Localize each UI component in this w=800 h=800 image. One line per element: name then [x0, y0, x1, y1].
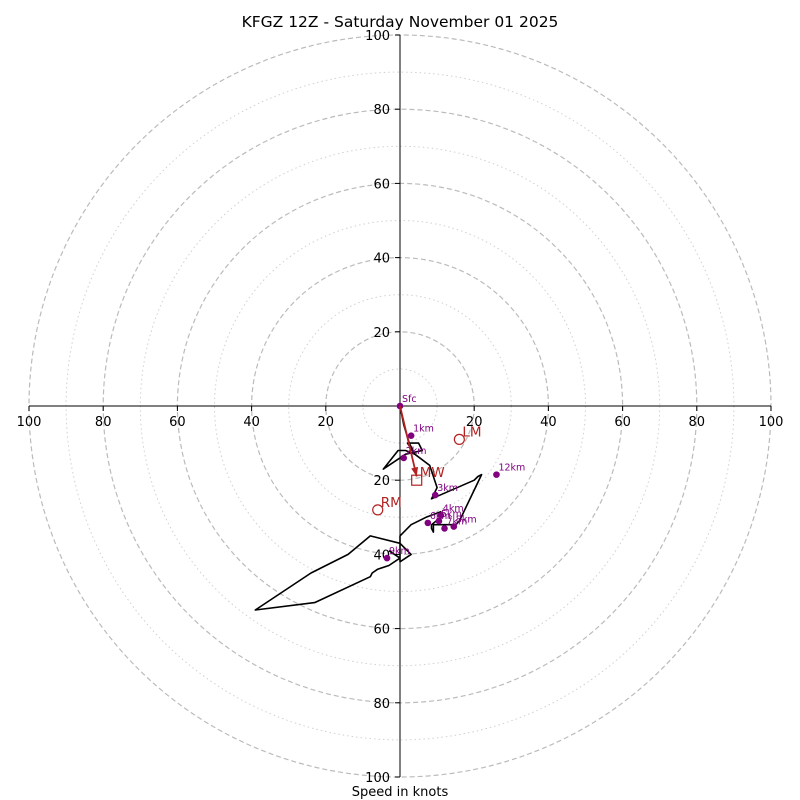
y-tick-label: 40 — [373, 252, 390, 267]
y-tick-label: 60 — [373, 177, 390, 192]
x-tick-label: 20 — [466, 415, 483, 430]
height-marker-3km — [431, 491, 439, 499]
storm-marker-mw — [411, 474, 423, 486]
storm-label-rm: RM — [381, 495, 402, 511]
x-tick-label: 60 — [169, 415, 186, 430]
height-label-5km: 5km — [441, 509, 462, 520]
height-marker-1km — [407, 432, 415, 439]
y-tick-label: 60 — [373, 623, 390, 638]
height-marker-8km — [450, 523, 458, 530]
hodograph-trace — [254, 405, 483, 611]
axes: 100 80 60 40 20 20 40 60 80 100100806040202040608… — [17, 29, 784, 786]
height-marker-4km — [437, 512, 445, 519]
height-label-3km: 3km — [437, 483, 458, 494]
height-label-12km: 12km — [498, 463, 525, 474]
storm-label-lm: LM — [462, 424, 481, 440]
storm-marker-lm — [453, 433, 465, 445]
x-tick-label: 60 — [614, 415, 631, 430]
x-tick-label: 20 — [318, 415, 335, 430]
height-label-2km: 2km — [406, 446, 427, 457]
height-label-1km: 1km — [413, 424, 434, 435]
height-marker-5km — [435, 517, 443, 525]
y-tick-label: 100 — [365, 771, 390, 786]
height-label-6km: 6km — [430, 511, 451, 522]
height-marker-2km — [400, 454, 408, 462]
height-label-sfc: Sfc — [402, 394, 417, 405]
height-label-9km: 9km — [389, 546, 410, 557]
height-label-8km: 8km — [456, 515, 477, 526]
chart-title: KFGZ 12Z - Saturday November 01 2025 — [242, 13, 559, 31]
x-tick-label: 40 — [243, 415, 260, 430]
y-tick-label: 20 — [373, 474, 390, 489]
y-tick-label: 80 — [373, 697, 390, 712]
y-tick-label: 80 — [373, 103, 390, 118]
mean-wind-arrow-head — [411, 466, 419, 477]
x-axis-label: Speed in knots — [352, 785, 449, 800]
storm-motion-markers: LM MW RM — [372, 405, 482, 516]
x-tick-label: 80 — [689, 415, 706, 430]
height-label-4km: 4km — [443, 503, 464, 514]
x-tick-label: 100 — [17, 415, 42, 430]
x-tick-label: 80 — [95, 415, 112, 430]
height-marker-7km — [441, 525, 448, 532]
x-tick-label: 40 — [540, 415, 557, 430]
height-marker-6km — [424, 519, 432, 527]
mean-wind-arrow-shaft — [399, 405, 418, 477]
storm-marker-rm — [372, 504, 384, 516]
y-tick-label: 100 — [365, 29, 390, 44]
storm-label-mw: MW — [420, 465, 445, 481]
x-tick-label: 100 — [759, 415, 784, 430]
height-marker-12km — [493, 471, 500, 478]
y-tick-label: 20 — [373, 326, 390, 341]
height-marker-9km — [383, 554, 391, 562]
hodograph-trace-group — [254, 405, 483, 611]
height-label-7km: 7km — [447, 516, 468, 527]
